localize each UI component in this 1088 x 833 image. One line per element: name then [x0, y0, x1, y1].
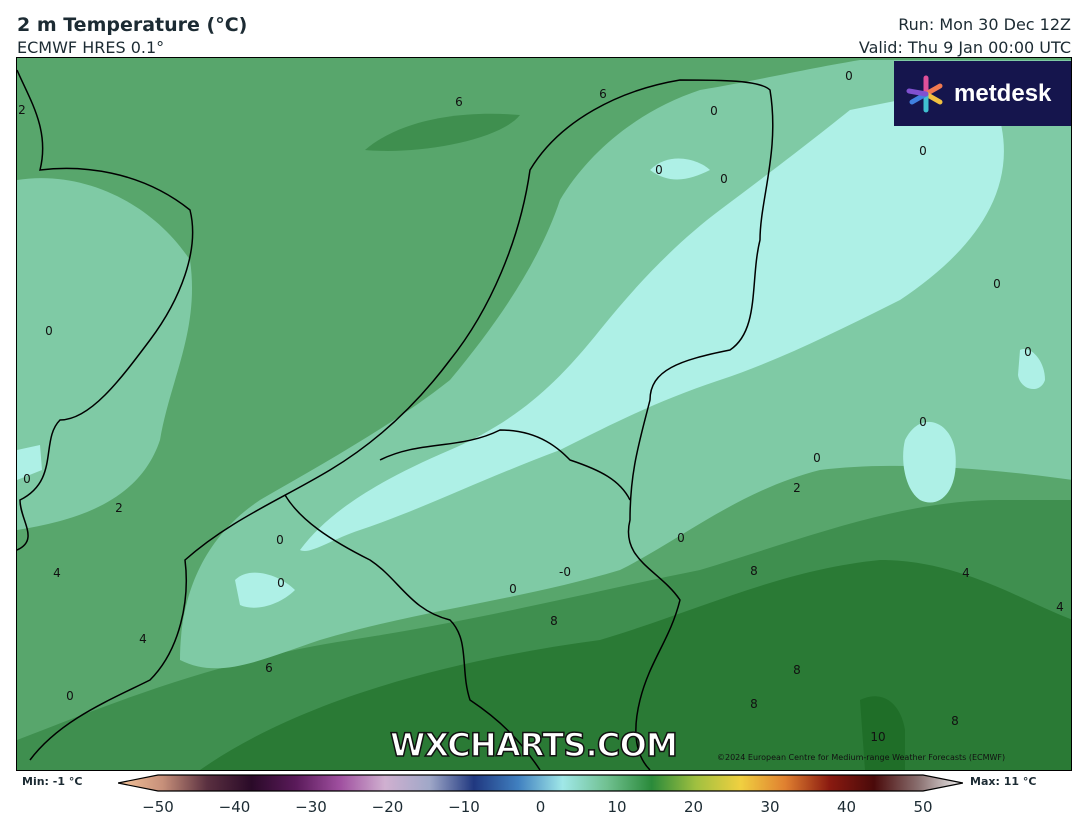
- colorbar-tick-label: −20: [371, 798, 404, 816]
- contour-label: 8: [750, 564, 758, 578]
- contour-label: 0: [277, 576, 285, 590]
- map-title: 2 m Temperature (°C): [17, 14, 248, 36]
- contour-label: 0: [677, 531, 685, 545]
- contour-label: 0: [993, 277, 1001, 291]
- contour-label: 6: [265, 661, 273, 675]
- colorbar-tick-label: 30: [760, 798, 780, 816]
- contour-label: 0: [813, 451, 821, 465]
- contour-label: 0: [509, 582, 517, 596]
- model-name: ECMWF HRES 0.1°: [17, 38, 165, 57]
- colorbar-tick-label: 0: [535, 798, 546, 816]
- contour-label: 8: [750, 697, 758, 711]
- max-label: Max: 11 °C: [970, 775, 1037, 788]
- contour-label: 6: [599, 87, 607, 101]
- colorbar-tick-label: 50: [913, 798, 933, 816]
- contour-label: 0: [66, 689, 74, 703]
- zone-above-8: [200, 560, 1071, 770]
- contour-label: 0: [919, 144, 927, 158]
- colorbar-tick-label: −50: [142, 798, 174, 816]
- run-time: Run: Mon 30 Dec 12Z: [898, 15, 1071, 34]
- contour-label: 0: [276, 533, 284, 547]
- metdesk-logo: metdesk: [894, 61, 1071, 126]
- contour-label: 2: [18, 103, 26, 117]
- contour-label: 0: [23, 472, 31, 486]
- contour-label: 4: [139, 632, 147, 646]
- contour-label: 0: [720, 172, 728, 186]
- contour-label: -0: [559, 565, 571, 579]
- contour-label: 4: [962, 566, 970, 580]
- colorbar-tick-label: −10: [448, 798, 480, 816]
- metdesk-burst-icon: [906, 75, 943, 112]
- min-label: Min: -1 °C: [22, 775, 83, 788]
- contour-label: 10: [870, 730, 885, 744]
- colorbar-tick-label: 10: [607, 798, 627, 816]
- borders: [17, 69, 774, 770]
- contour-label: 2: [793, 481, 801, 495]
- contour-label: 0: [845, 69, 853, 83]
- contour-label: 6: [455, 95, 463, 109]
- contour-labels: 6 6 0 0 0 0 0 0 0 0 0 0 0 2 0 0 0 -0 0 8 8 8 8 4 4 4 4 6 10 8 2 0 2: [18, 69, 1064, 744]
- colorbar-tick-label: 20: [683, 798, 704, 816]
- contour-label: 4: [1056, 600, 1064, 614]
- contour-label: 8: [550, 614, 558, 628]
- colorbar-tick-label: 40: [836, 798, 857, 816]
- temperature-map[interactable]: 6 6 0 0 0 0 0 0 0 0 0 0 0 2 0 0 0 -0 0 8 8 8 8 4 4 4 4 6 10 8 2 0 2: [16, 57, 1072, 771]
- contour-label: 2: [115, 501, 123, 515]
- colorbar-tick-label: −40: [218, 798, 251, 816]
- colorbar-tick-label: −30: [295, 798, 327, 816]
- contour-label: 0: [919, 415, 927, 429]
- metdesk-logo-text: metdesk: [954, 79, 1052, 107]
- contour-label: 4: [53, 566, 61, 580]
- valid-time: Valid: Thu 9 Jan 00:00 UTC: [858, 38, 1071, 57]
- wxcharts-watermark: WXCHARTS.COM: [389, 725, 678, 765]
- colorbar: [118, 774, 963, 792]
- contour-label: 0: [655, 163, 663, 177]
- contour-label: 8: [951, 714, 959, 728]
- contour-label: 8: [793, 663, 801, 677]
- contour-label: 0: [45, 324, 53, 338]
- zone-above-10: [860, 696, 905, 770]
- zone-0-2-uk: [17, 178, 193, 531]
- contour-label: 0: [710, 104, 718, 118]
- copyright: ©2024 European Centre for Medium-range W…: [717, 753, 1006, 762]
- contour-label: 0: [1024, 345, 1032, 359]
